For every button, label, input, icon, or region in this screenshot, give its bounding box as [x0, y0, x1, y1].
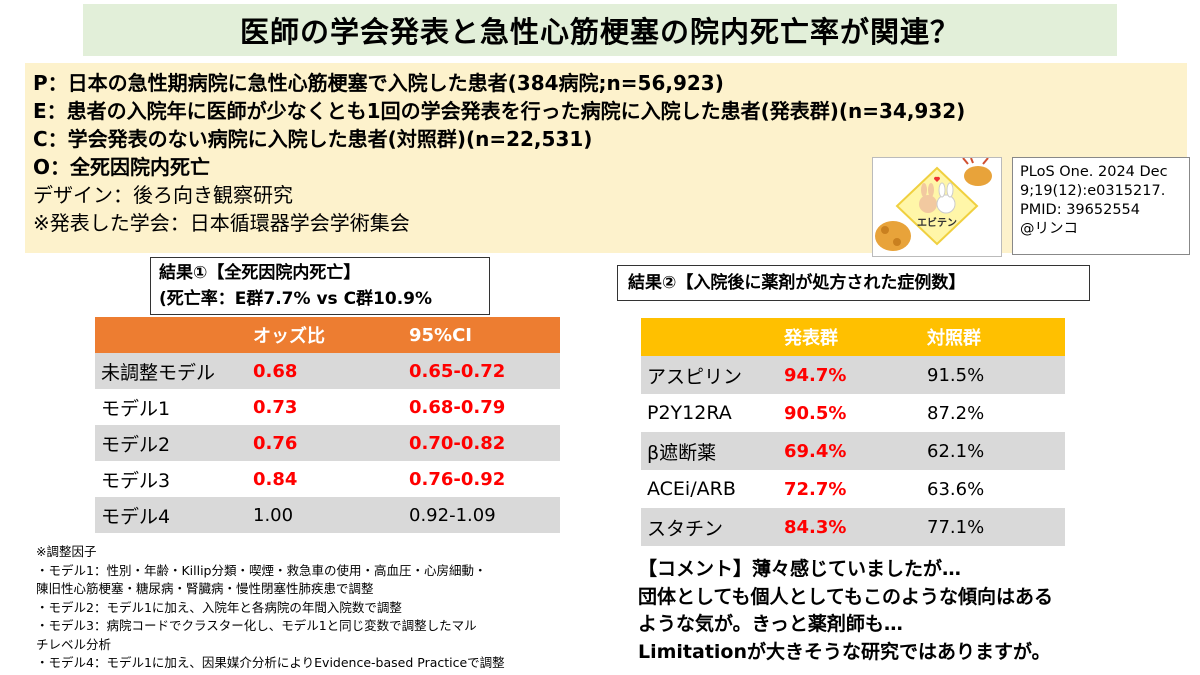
drug-label: P2Y12RA [641, 394, 784, 432]
control-value: 77.1% [927, 508, 1065, 546]
table-row: モデル4 1.00 0.92-1.09 [95, 497, 560, 533]
table-header-row: 発表群 対照群 [641, 318, 1065, 356]
header-ci: 95%CI [409, 317, 560, 353]
presentation-value: 90.5% [784, 394, 927, 432]
row-label: モデル3 [95, 461, 253, 497]
presentation-value: 72.7% [784, 470, 927, 508]
table-row: モデル3 0.84 0.76-0.92 [95, 461, 560, 497]
logo-illustration: エビテン [875, 157, 992, 251]
comment-line: 【コメント】薄々感じていましたが… [638, 558, 962, 580]
presentation-value: 94.7% [784, 356, 927, 394]
header-control-group: 対照群 [927, 318, 1065, 356]
pico-o: O：全死因院内死亡 [33, 155, 211, 179]
footnote-line: ・モデル3：病院コードでクラスター化し、モデル1と同じ変数で調整したマル [36, 618, 477, 633]
ci-value: 0.70-0.82 [409, 425, 560, 461]
odds-ratio-value: 0.68 [253, 353, 409, 389]
footnote-line: チレベル分析 [36, 636, 112, 652]
table-row: ACEi/ARB 72.7% 63.6% [641, 470, 1065, 508]
prescription-table: 発表群 対照群 アスピリン 94.7% 91.5% P2Y12RA 90.5% … [641, 318, 1065, 546]
row-label: モデル1 [95, 389, 253, 425]
table-row: モデル2 0.76 0.70-0.82 [95, 425, 560, 461]
pico-c: C：学会発表のない病院に入院した患者(対照群)(n=22,531) [33, 127, 593, 151]
result1-heading: 結果①【全死因院内死亡】 (死亡率：E群7.7% vs C群10.9% [150, 257, 490, 315]
ref-line1: PLoS One. 2024 Dec [1020, 164, 1168, 180]
footnote-line: ・モデル2：モデル1に加え、入院年と各病院の年間入院数で調整 [36, 599, 402, 615]
comment-block: 【コメント】薄々感じていましたが… 団体としても個人としてもこのような傾向はある… [638, 556, 1198, 666]
table-row: 未調整モデル 0.68 0.65-0.72 [95, 353, 560, 389]
comment-line: 団体としても個人としてもこのような傾向はある [638, 585, 1053, 608]
title-banner: 医師の学会発表と急性心筋梗塞の院内死亡率が関連？ [83, 4, 1117, 56]
odds-ratio-value: 0.73 [253, 389, 409, 425]
table-row: モデル1 0.73 0.68-0.79 [95, 389, 560, 425]
header-odds-ratio: オッズ比 [253, 317, 409, 353]
comment-line: ような気が。きっと薬剤師も… [638, 613, 903, 635]
reference-box: PLoS One. 2024 Dec 9;19(12):e0315217. PM… [1012, 157, 1190, 255]
fried-food-icon [875, 221, 911, 251]
row-label: 未調整モデル [95, 353, 253, 389]
table-row: β遮断薬 69.4% 62.1% [641, 432, 1065, 470]
study-design: デザイン：後ろ向き観察研究 [33, 183, 293, 207]
header-cell-blank [641, 318, 784, 356]
odds-ratio-value: 0.84 [253, 461, 409, 497]
evitan-logo: エビテン [872, 157, 1002, 257]
control-value: 62.1% [927, 432, 1065, 470]
page-title: 医師の学会発表と急性心筋梗塞の院内死亡率が関連？ [239, 15, 960, 49]
drug-label: スタチン [641, 508, 784, 546]
drug-label: アスピリン [641, 356, 784, 394]
presentation-value: 69.4% [784, 432, 927, 470]
rabbit-right-icon [936, 194, 956, 214]
heart-icon [933, 176, 941, 182]
society-note: ※発表した学会：日本循環器学会学術集会 [33, 211, 410, 235]
footnote-line: ※調整因子 [36, 544, 97, 559]
pico-e: E：患者の入院年に医師が少なくとも1回の学会発表を行った病院に入院した患者(発表… [33, 99, 966, 123]
table-header-row: オッズ比 95%CI [95, 317, 560, 353]
ref-line4: @リンコ [1020, 221, 1078, 237]
presentation-value: 84.3% [784, 508, 927, 546]
adjustment-footnotes: ※調整因子 ・モデル1：性別・年齢・Killip分類・喫煙・救急車の使用・高血圧… [36, 543, 596, 673]
table-row: アスピリン 94.7% 91.5% [641, 356, 1065, 394]
row-label: モデル4 [95, 497, 253, 533]
control-value: 91.5% [927, 356, 1065, 394]
result1-title-line1: 結果①【全死因院内死亡】 [159, 263, 361, 283]
logo-text: エビテン [917, 216, 957, 229]
odds-ratio-value: 0.76 [253, 425, 409, 461]
header-presentation-group: 発表群 [784, 318, 927, 356]
footnote-line: 陳旧性心筋梗塞・糖尿病・腎臓病・慢性閉塞性肺疾患で調整 [36, 581, 374, 596]
ci-value: 0.65-0.72 [409, 353, 560, 389]
footnote-line: ・モデル1：性別・年齢・Killip分類・喫煙・救急車の使用・高血圧・心房細動・ [36, 562, 487, 578]
ref-line3: PMID: 39652554 [1020, 202, 1140, 218]
header-cell-blank [95, 317, 253, 353]
comment-line: Limitationが大きそうな研究ではありますが。 [638, 640, 1051, 663]
result2-heading: 結果②【入院後に薬剤が処方された症例数】 [617, 265, 1090, 301]
pico-p: P：日本の急性期病院に急性心筋梗塞で入院した患者(384病院;n=56,923) [33, 71, 724, 95]
table-row: P2Y12RA 90.5% 87.2% [641, 394, 1065, 432]
table-row: スタチン 84.3% 77.1% [641, 508, 1065, 546]
rabbit-left-icon [919, 195, 937, 213]
drug-label: ACEi/ARB [641, 470, 784, 508]
odds-ratio-value: 1.00 [253, 497, 409, 533]
control-value: 87.2% [927, 394, 1065, 432]
shrimp-icon [964, 166, 992, 186]
control-value: 63.6% [927, 470, 1065, 508]
row-label: モデル2 [95, 425, 253, 461]
ci-value: 0.76-0.92 [409, 461, 560, 497]
ci-value: 0.68-0.79 [409, 389, 560, 425]
ref-line2: 9;19(12):e0315217. [1020, 183, 1166, 199]
odds-ratio-table: オッズ比 95%CI 未調整モデル 0.68 0.65-0.72 モデル1 0.… [95, 317, 560, 533]
footnote-line: ・モデル4：モデル1に加え、因果媒介分析によりEvidence-based Pr… [36, 655, 505, 670]
result1-title-line2: (死亡率：E群7.7% vs C群10.9% [159, 289, 433, 309]
ci-value: 0.92-1.09 [409, 497, 560, 533]
drug-label: β遮断薬 [641, 432, 784, 470]
